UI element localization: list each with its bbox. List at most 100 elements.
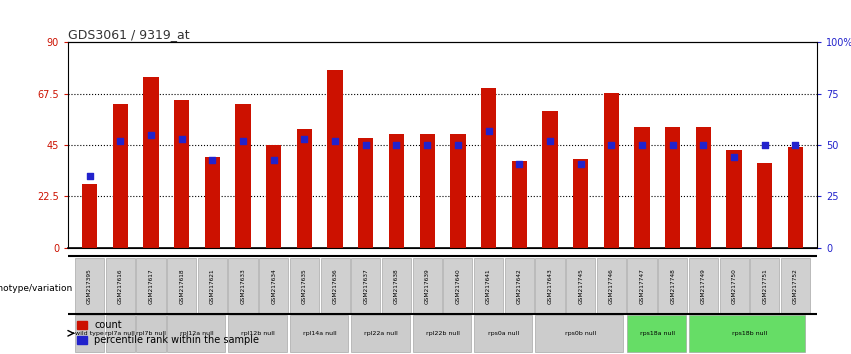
FancyBboxPatch shape [382,258,411,314]
Point [206,157,220,162]
Text: rpl22b null: rpl22b null [426,331,460,336]
Text: GSM217746: GSM217746 [608,268,614,304]
FancyBboxPatch shape [566,258,595,314]
Bar [727,150,742,248]
FancyBboxPatch shape [351,258,380,314]
Bar [696,127,711,248]
Text: rpl14a null: rpl14a null [303,331,336,336]
FancyBboxPatch shape [167,315,226,352]
Bar [420,134,435,248]
FancyBboxPatch shape [290,258,319,314]
Text: GSM217748: GSM217748 [671,268,675,304]
Point [174,136,188,142]
Text: GSM217747: GSM217747 [639,268,644,304]
Text: GSM217634: GSM217634 [271,268,277,304]
Text: GSM217633: GSM217633 [241,268,246,304]
FancyBboxPatch shape [688,315,805,352]
Text: GSM217749: GSM217749 [701,268,705,304]
Text: rps18a null: rps18a null [640,331,675,336]
FancyBboxPatch shape [290,315,348,352]
Point [512,161,526,166]
FancyBboxPatch shape [781,258,810,314]
FancyBboxPatch shape [658,258,688,314]
FancyBboxPatch shape [535,315,623,352]
Text: GSM217643: GSM217643 [547,268,552,304]
Point [267,157,281,162]
Text: GSM217395: GSM217395 [87,268,92,304]
Point [451,142,465,148]
Bar [634,127,649,248]
FancyBboxPatch shape [136,258,166,314]
Text: rpl7b null: rpl7b null [136,331,166,336]
FancyBboxPatch shape [535,258,564,314]
Bar [297,129,312,248]
Text: rpl12b null: rpl12b null [242,331,275,336]
Text: GSM217618: GSM217618 [180,268,184,304]
Text: GSM217750: GSM217750 [732,268,737,304]
Text: GSM217638: GSM217638 [394,268,399,304]
FancyBboxPatch shape [75,258,104,314]
Text: GSM217635: GSM217635 [302,268,307,304]
FancyBboxPatch shape [443,258,472,314]
Point [83,173,96,179]
Text: rpl7a null: rpl7a null [106,331,135,336]
Bar [236,104,251,248]
Bar [82,184,97,248]
Bar [358,138,374,248]
Bar [266,145,282,248]
Point [728,155,741,160]
Point [789,142,802,148]
Text: GSM217752: GSM217752 [793,268,798,304]
Text: GSM217642: GSM217642 [517,268,522,304]
FancyBboxPatch shape [413,258,442,314]
Text: GSM217616: GSM217616 [117,268,123,304]
FancyBboxPatch shape [688,258,718,314]
Legend: count, percentile rank within the sample: count, percentile rank within the sample [73,316,263,349]
Text: GSM217751: GSM217751 [762,268,768,304]
Bar [542,111,557,248]
FancyBboxPatch shape [627,258,657,314]
FancyBboxPatch shape [751,258,780,314]
FancyBboxPatch shape [597,258,625,314]
Bar [788,147,803,248]
Bar [389,134,404,248]
FancyBboxPatch shape [321,258,350,314]
Bar [328,70,343,248]
FancyBboxPatch shape [167,258,197,314]
Point [420,142,434,148]
Bar [757,164,773,248]
Text: GSM217636: GSM217636 [333,268,338,304]
FancyBboxPatch shape [106,315,134,352]
Bar [204,156,220,248]
FancyBboxPatch shape [228,258,258,314]
FancyBboxPatch shape [627,315,686,352]
Text: rps0a null: rps0a null [488,331,519,336]
Text: GSM217637: GSM217637 [363,268,368,304]
FancyBboxPatch shape [75,315,104,352]
Point [635,142,648,148]
Bar [603,93,619,248]
FancyBboxPatch shape [719,258,749,314]
Text: GSM217639: GSM217639 [425,268,430,304]
Text: genotype/variation: genotype/variation [0,284,72,293]
Text: rpl12a null: rpl12a null [180,331,214,336]
Bar [481,88,496,248]
Point [328,138,342,144]
FancyBboxPatch shape [106,258,134,314]
FancyBboxPatch shape [136,315,166,352]
Point [574,161,587,166]
FancyBboxPatch shape [474,315,532,352]
Point [113,138,127,144]
FancyBboxPatch shape [197,258,227,314]
Bar [665,127,681,248]
FancyBboxPatch shape [351,315,409,352]
Point [390,142,403,148]
Text: GSM217745: GSM217745 [578,268,583,304]
Bar [511,161,527,248]
Point [665,142,679,148]
FancyBboxPatch shape [260,258,288,314]
Point [144,132,157,138]
Point [359,142,373,148]
Point [604,142,618,148]
Text: rps18b null: rps18b null [732,331,767,336]
